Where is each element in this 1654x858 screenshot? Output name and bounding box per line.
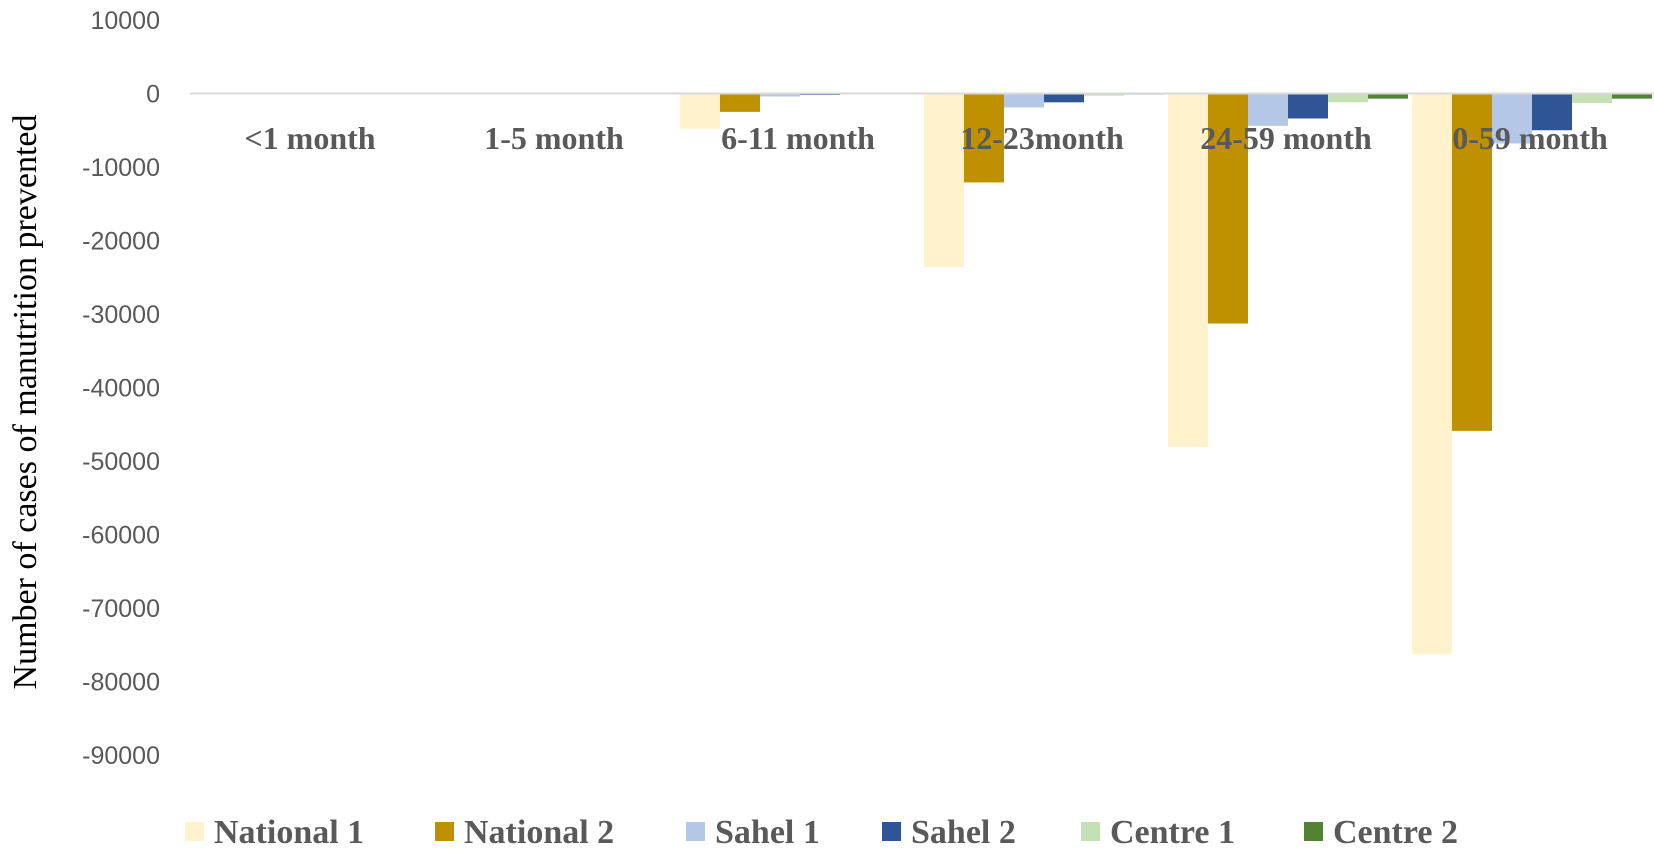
legend-swatch <box>185 822 204 841</box>
category-label: <1 month <box>244 120 375 156</box>
legend: National 1 National 2 Sahel 1 Sahel 2 Centre… <box>185 814 1458 851</box>
series-sahel-1 <box>760 93 1532 144</box>
legend-label: National 1 <box>214 814 364 851</box>
bar <box>1084 93 1124 96</box>
bar <box>1044 93 1084 103</box>
y-tick-label: 10000 <box>90 7 160 35</box>
y-tick-label: -30000 <box>82 301 160 329</box>
category-label: 6-11 month <box>721 120 875 156</box>
legend-swatch <box>1304 822 1323 841</box>
bar <box>1452 93 1492 431</box>
bar <box>1412 93 1452 655</box>
series-national-2 <box>720 93 1492 431</box>
legend-item: National 1 <box>185 814 364 851</box>
legend-item: Sahel 1 <box>686 814 820 851</box>
y-tick-label: -70000 <box>82 595 160 623</box>
y-axis-title: Number of cases of manutrition prevented <box>7 115 44 690</box>
bar <box>680 93 720 129</box>
legend-swatch <box>1081 822 1100 841</box>
legend-label: National 2 <box>464 814 614 851</box>
y-tick-label: 0 <box>146 81 160 109</box>
legend-item: Sahel 2 <box>882 814 1016 851</box>
bar <box>1572 93 1612 104</box>
y-tick-label: -60000 <box>82 522 160 550</box>
legend-swatch <box>435 822 454 841</box>
category-label: 0-59 month <box>1452 120 1608 156</box>
legend-item: National 2 <box>435 814 614 851</box>
category-label: 1-5 month <box>484 120 624 156</box>
category-labels: <1 month 1-5 month 6-11 month 12-23month 24-… <box>244 120 1608 156</box>
bar <box>1168 93 1208 448</box>
legend-swatch <box>686 822 705 841</box>
y-tick-label: -40000 <box>82 375 160 403</box>
legend-label: Sahel 2 <box>911 814 1016 851</box>
legend-label: Centre 1 <box>1110 814 1235 851</box>
category-label: 24-59 month <box>1200 120 1372 156</box>
bar <box>924 93 964 267</box>
bar <box>1288 93 1328 119</box>
category-label: 12-23month <box>960 120 1124 156</box>
y-tick-label: -50000 <box>82 448 160 476</box>
y-axis-ticks: 10000 0 -10000 -20000 -30000 -40000 -50000 -600… <box>82 7 160 770</box>
bar <box>1208 93 1248 324</box>
legend-label: Sahel 1 <box>715 814 820 851</box>
bar <box>760 93 800 97</box>
legend-label: Centre 2 <box>1333 814 1458 851</box>
series-national-1 <box>680 93 1452 655</box>
bar <box>1004 93 1044 108</box>
y-tick-label: -90000 <box>82 742 160 770</box>
bar <box>1248 93 1288 126</box>
bar <box>964 93 1004 183</box>
bar <box>720 93 760 112</box>
bar <box>1532 93 1572 131</box>
y-tick-label: -80000 <box>82 669 160 697</box>
bar <box>1328 93 1368 103</box>
bar <box>1612 93 1652 99</box>
legend-swatch <box>882 822 901 841</box>
bar-series <box>680 93 1652 655</box>
bar <box>1368 93 1408 99</box>
legend-item: Centre 2 <box>1304 814 1458 851</box>
y-tick-label: -10000 <box>82 154 160 182</box>
y-tick-label: -20000 <box>82 228 160 256</box>
bar <box>1492 93 1532 144</box>
legend-item: Centre 1 <box>1081 814 1235 851</box>
